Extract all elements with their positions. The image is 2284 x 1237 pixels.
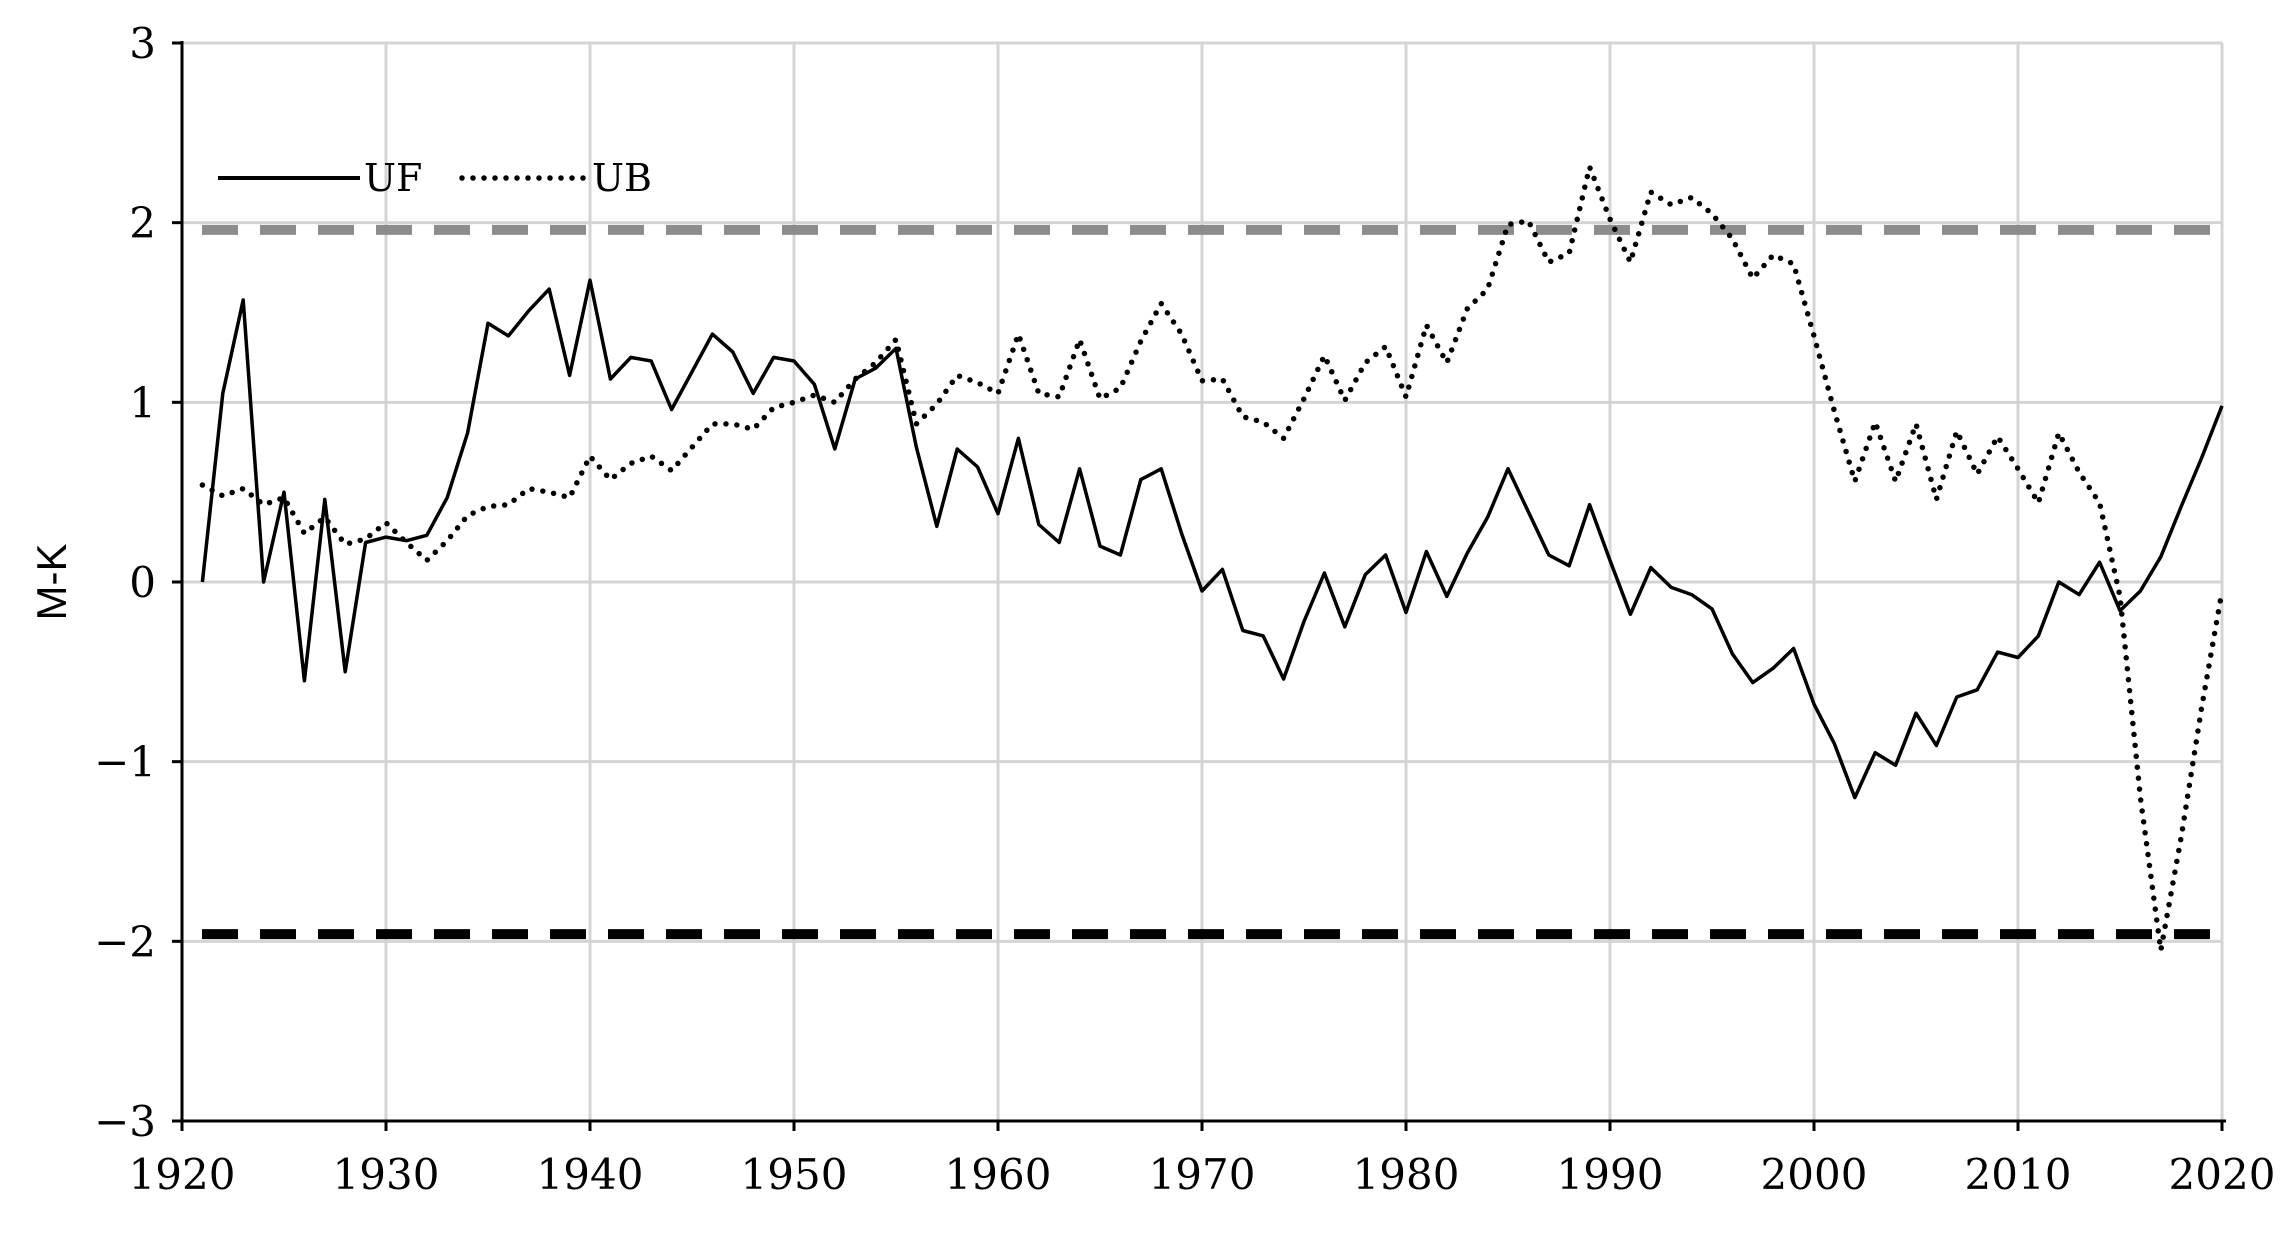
x-tick-label: 1980: [1353, 1150, 1460, 1199]
x-tick-label: 1940: [537, 1150, 644, 1199]
y-tick-label: −1: [94, 738, 156, 787]
y-tick-label: 0: [129, 558, 156, 607]
series-layer: [199, 164, 2225, 954]
x-tick-label: 1930: [333, 1150, 440, 1199]
y-tick-label: 3: [129, 19, 156, 68]
x-tick-label: 1920: [129, 1150, 236, 1199]
legend-label-uf: UF: [364, 156, 422, 200]
y-tick-label: 2: [129, 199, 156, 248]
series-line-ub: [199, 164, 2225, 954]
y-tick-label: −2: [94, 917, 156, 966]
series-line-uf: [200, 278, 2224, 800]
y-axis-title: M-K: [28, 544, 75, 621]
grid: [180, 41, 2224, 1123]
legend: UF UB: [218, 156, 652, 200]
reference-lines: [202, 224, 2214, 940]
x-tick-label: 2000: [1761, 1150, 1868, 1199]
x-tick-label: 2010: [1965, 1150, 2072, 1199]
x-tick-label: 1970: [1149, 1150, 1256, 1199]
y-tick-label: 1: [129, 378, 156, 427]
x-tick-label: 1950: [741, 1150, 848, 1199]
x-tick-label: 1990: [1557, 1150, 1664, 1199]
x-tick-label: 1960: [945, 1150, 1052, 1199]
legend-label-ub: UB: [592, 156, 652, 200]
x-tick-label: 2020: [2169, 1150, 2276, 1199]
y-tick-label: −3: [94, 1097, 156, 1146]
